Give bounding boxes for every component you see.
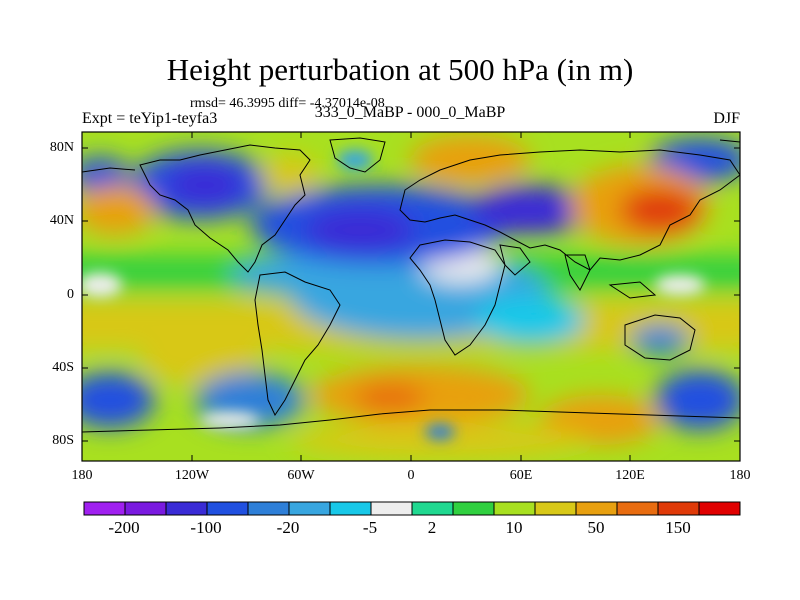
stats-line: rmsd= 46.3995 diff= -4.37014e-08 <box>190 96 385 111</box>
y-tick-label: 40N <box>49 213 74 228</box>
plot-title: Height perturbation at 500 hPa (in m) <box>166 52 634 87</box>
x-tick-label: 120W <box>174 468 210 483</box>
colorbar-label: -100 <box>190 518 222 537</box>
colorbar-box <box>534 501 577 516</box>
x-tick-label: 120E <box>615 468 645 483</box>
continent-outlines <box>82 137 740 433</box>
height-perturbation-field <box>82 132 740 461</box>
colorbar-label: -200 <box>108 518 140 537</box>
colorbar-box <box>124 501 167 516</box>
y-tick-label: 80S <box>52 433 74 448</box>
colorbar-box <box>165 501 208 516</box>
colorbar-box <box>247 501 290 516</box>
colorbar-label: 150 <box>665 518 691 537</box>
colorbar-box <box>329 501 372 516</box>
colorbar-box <box>83 501 126 516</box>
colorbar-box <box>575 501 618 516</box>
x-tick-label: 180 <box>71 468 93 483</box>
colorbar-box <box>657 501 700 516</box>
y-tick-label: 40S <box>52 360 74 375</box>
colorbar-box <box>616 501 659 516</box>
colorbar-box <box>288 501 331 516</box>
colorbar-label: 50 <box>587 518 605 537</box>
colorbar-box <box>411 501 454 516</box>
y-tick-label: 80N <box>49 140 74 155</box>
period-label: 333_0_MaBP - 000_0_MaBP <box>314 104 506 121</box>
colorbar <box>83 501 741 516</box>
colorbar-label: -20 <box>276 518 300 537</box>
colorbar-box <box>206 501 249 516</box>
experiment-label: Expt = teYip1-teyfa3 <box>82 110 218 127</box>
x-tick-label: 60E <box>509 468 533 483</box>
colorbar-label: 2 <box>427 518 437 537</box>
y-tick-label: 0 <box>67 287 74 302</box>
colorbar-box <box>698 501 741 516</box>
colorbar-box <box>370 501 413 516</box>
colorbar-label: 10 <box>505 518 523 537</box>
colorbar-label: -5 <box>362 518 378 537</box>
x-tick-label: 180 <box>729 468 751 483</box>
colorbar-box <box>493 501 536 516</box>
x-tick-label: 60W <box>287 468 315 483</box>
season-label: DJF <box>713 110 740 127</box>
axis-ticks <box>82 132 740 461</box>
colorbar-box <box>452 501 495 516</box>
x-tick-label: 0 <box>407 468 415 483</box>
